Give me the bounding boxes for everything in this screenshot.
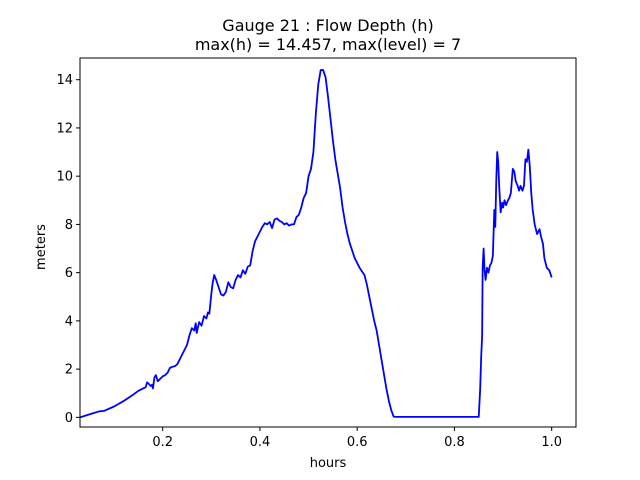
x-tick-label-4: 1.0: [541, 435, 562, 450]
y-tick-label-4: 8: [65, 218, 73, 233]
y-tick-label-7: 14: [56, 73, 73, 88]
x-tick-label-1: 0.4: [250, 435, 271, 450]
x-tick-label-0: 0.2: [152, 435, 173, 450]
axes-frame: [79, 57, 577, 428]
y-tick-label-0: 0: [65, 411, 73, 426]
x-tick-label-2: 0.6: [347, 435, 368, 450]
y-axis-label: meters: [34, 224, 49, 270]
series-line-0: [79, 69, 553, 419]
x-tick-label-3: 0.8: [444, 435, 465, 450]
y-tick-label-3: 6: [65, 266, 73, 281]
y-tick-label-6: 12: [56, 121, 73, 136]
y-tick-label-1: 2: [65, 363, 73, 378]
chart-title-line1: Gauge 21 : Flow Depth (h): [222, 16, 433, 35]
chart-title-line2: max(h) = 14.457, max(level) = 7: [195, 35, 461, 54]
plot-area: 0.2 0.4 0.6 0.8 1.0 0 2 4 6 8 10 12 14: [56, 57, 577, 450]
y-tick-label-2: 4: [65, 314, 73, 329]
x-axis-label: hours: [310, 456, 347, 471]
y-tick-label-5: 10: [56, 170, 73, 185]
